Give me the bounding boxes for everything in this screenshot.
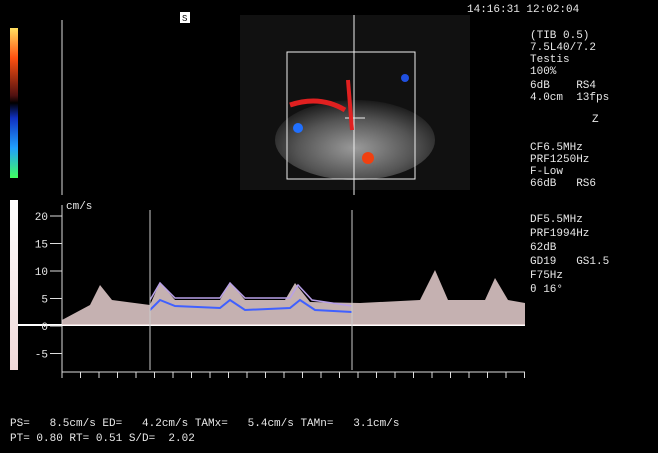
velocity-tick-label: 15: [35, 240, 48, 252]
measurement-line: PS= 8.5cm/s ED= 4.2cm/s TAMx= 5.4cm/s TA…: [10, 418, 399, 430]
setting-text: CF6.5MHz: [530, 142, 583, 154]
setting-text: 100%: [530, 66, 557, 78]
color-flow: [362, 152, 374, 164]
mean-velocity-trace: [149, 298, 353, 313]
setting-text: 66dB RS6: [530, 178, 596, 190]
setting-text: Z: [592, 114, 599, 126]
setting-text: PRF1250Hz: [530, 154, 589, 166]
setting-text: 4.0cm 13fps: [530, 92, 609, 104]
setting-text: F75Hz: [530, 270, 563, 282]
setting-text: 6dB RS4: [530, 80, 596, 92]
velocity-tick-label: 5: [41, 295, 48, 307]
setting-text: θ 16°: [530, 284, 563, 296]
peak-velocity-trace: [149, 281, 353, 307]
spectrum: [62, 270, 525, 325]
velocity-tick-label: -5: [35, 350, 48, 362]
color-flow: [293, 123, 303, 133]
setting-text: F-Low: [530, 166, 563, 178]
setting-text: PRF1994Hz: [530, 228, 589, 240]
color-flow: [401, 74, 409, 82]
setting-text: GD19 GS1.5: [530, 256, 609, 268]
color-flow: [346, 79, 354, 131]
measurement-line: PT= 0.80 RT= 0.51 S/D= 2.02: [10, 433, 195, 445]
bmode-tissue: [275, 100, 435, 180]
color-scale-bar: [10, 28, 18, 178]
marker: S: [182, 14, 187, 24]
gray-scale-bar: [10, 200, 18, 370]
setting-text: 7.5L40/7.2: [530, 42, 596, 54]
velocity-unit: cm/s: [66, 201, 92, 213]
timestamp: 14:16:31 12:02:04: [467, 4, 580, 16]
velocity-tick-label: 10: [35, 267, 48, 279]
setting-text: Testis: [530, 54, 570, 66]
setting-text: (TIB 0.5): [530, 30, 589, 42]
color-roi-box: [286, 51, 416, 180]
setting-text: DF5.5MHz: [530, 214, 583, 226]
color-flow: [289, 98, 347, 113]
setting-text: 62dB: [530, 242, 557, 254]
marker-box: [180, 12, 190, 23]
velocity-tick-label: 20: [35, 212, 48, 224]
velocity-tick-label: 0: [41, 322, 48, 334]
